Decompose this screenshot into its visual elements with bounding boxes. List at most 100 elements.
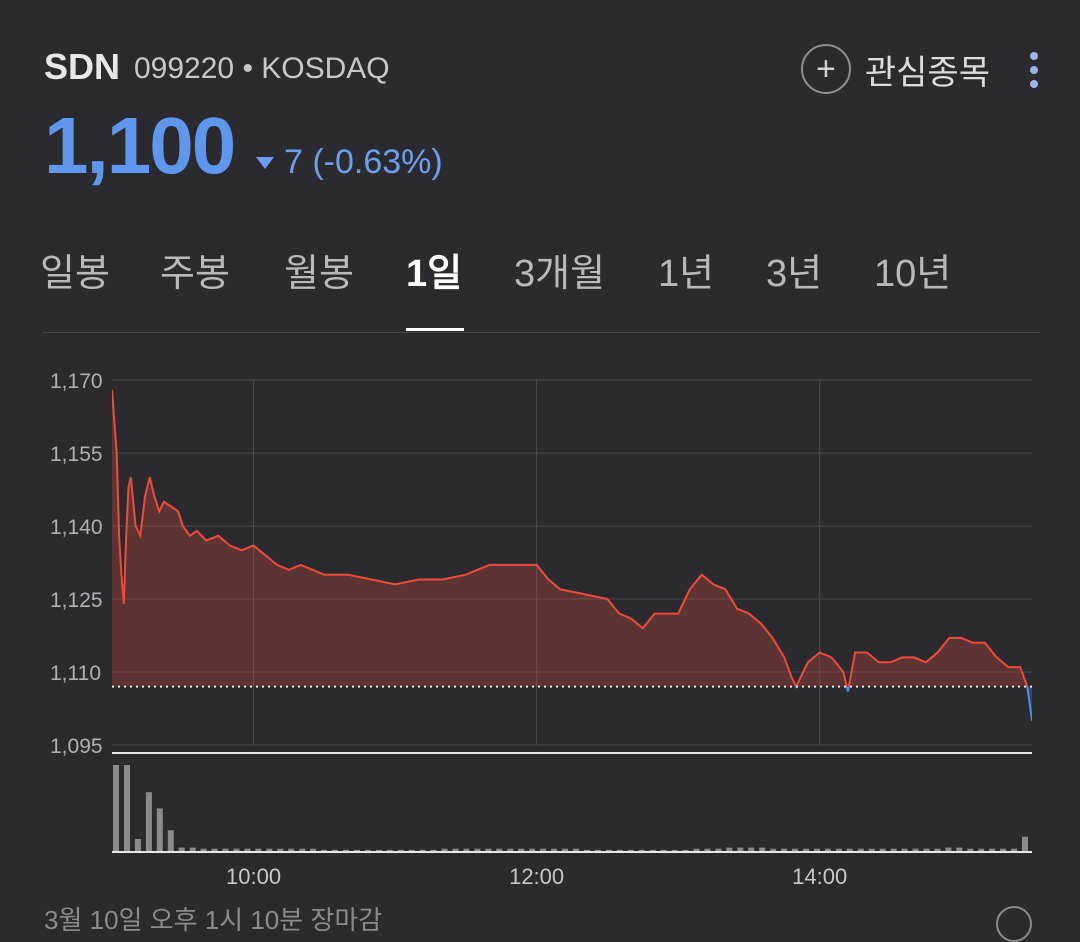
volume-bar [551,848,558,852]
volume-bar [474,848,481,852]
tab-daily[interactable]: 일봉 [40,253,110,295]
volume-bar [562,848,568,852]
volume-bar [386,849,393,852]
volume-bar [211,848,218,852]
volume-bar [277,848,284,852]
volume-bar [923,848,930,852]
volume-bar [266,848,273,852]
tab-1day[interactable]: 1일 [406,253,463,295]
volume-bar [835,848,842,852]
volume-bar [693,848,700,852]
price-change-value: 7 (-0.63%) [284,143,443,181]
volume-bar [627,849,634,852]
price-change: 7 (-0.63%) [256,143,443,182]
volume-bar [638,849,645,852]
volume-bar [671,849,678,852]
stock-header: SDN 099220 • KOSDAQ + 관심종목 [44,44,1044,104]
volume-bar [649,849,656,852]
current-price: 1,100 [44,101,236,190]
tab-3years[interactable]: 3년 [766,253,823,295]
volume-bar [540,848,547,852]
volume-bar [233,848,240,852]
more-options-icon[interactable] [1028,52,1040,92]
volume-bar [156,808,163,852]
volume-bar [781,848,788,852]
x-tick-label: 14:00 [792,864,847,889]
period-tabs: 일봉 주봉 월봉 1일 3개월 1년 3년 10년 [40,232,1040,332]
y-tick-label: 1,110 [50,662,101,685]
volume-bar [452,848,459,852]
tab-1year[interactable]: 1년 [658,253,715,295]
intraday-chart[interactable]: 1,170 1,155 1,140 1,125 1,110 1,095 10:00 12:0… [0,0,1080,914]
tab-10years[interactable]: 10년 [874,253,952,295]
volume-bars [113,765,1028,853]
volume-bar [748,847,755,852]
volume-bar [573,848,579,852]
volume-bar [178,847,185,852]
volume-bar [846,848,853,852]
volume-bar [299,848,306,852]
volume-bar [616,849,623,852]
tabs-divider [42,332,1040,333]
volume-bar [1011,848,1018,852]
tab-weekly[interactable]: 주봉 [160,253,230,295]
volume-bar [704,848,711,852]
y-axis-ticks: 1,170 1,155 1,140 1,125 1,110 1,095 [50,370,103,758]
volume-bar [660,849,667,852]
volume-bar [956,847,963,852]
volume-bar [124,765,130,852]
y-tick-label: 1,140 [50,516,103,539]
volume-bar [145,792,152,852]
x-axis-ticks: 10:00 12:00 14:00 [226,864,847,889]
x-tick-label: 10:00 [226,864,281,889]
volume-bar [343,849,349,852]
chart-grid [112,379,1032,746]
volume-bar [518,848,525,852]
stock-code-market: 099220 • KOSDAQ [134,52,390,85]
volume-bar [857,848,864,852]
volume-bar [244,848,251,852]
y-tick-label: 1,170 [50,370,103,393]
volume-bar [134,839,141,852]
volume-bar [485,848,492,852]
tab-monthly[interactable]: 월봉 [284,253,354,295]
price-line [112,389,1029,687]
tab-3months[interactable]: 3개월 [514,253,606,295]
volume-bar [803,848,809,852]
volume-bar [737,847,744,852]
volume-bar [507,848,514,852]
volume-bar [463,848,470,852]
volume-bar [255,848,262,852]
volume-bar [759,847,766,852]
volume-bar [901,848,908,852]
volume-bar [200,848,207,852]
volume-bar [814,848,820,852]
volume-bar [167,830,174,853]
y-tick-label: 1,155 [50,443,103,466]
volume-bar [1000,848,1007,852]
volume-bar [726,847,733,852]
volume-bar [441,848,448,852]
volume-bar [868,848,875,852]
add-watchlist-label: 관심종목 [864,53,990,92]
x-tick-label: 12:00 [509,864,564,889]
volume-bar [496,848,503,852]
active-tab-indicator [406,328,464,331]
volume-bar [288,848,295,852]
volume-bar [584,849,590,852]
volume-bar [945,847,952,852]
volume-bar [354,849,360,852]
volume-bar [824,848,831,852]
volume-bar [408,849,415,852]
volume-bar [594,849,601,852]
add-watchlist-button[interactable]: + 관심종목 [800,44,990,94]
volume-bar [715,848,722,852]
volume-bar [1022,836,1028,852]
info-icon[interactable] [996,906,1032,942]
price-area-fill [112,389,1032,687]
volume-bar [605,849,612,852]
volume-bar [419,849,426,852]
volume-bar [430,849,437,852]
volume-bar [332,849,338,852]
volume-bar [682,849,689,852]
